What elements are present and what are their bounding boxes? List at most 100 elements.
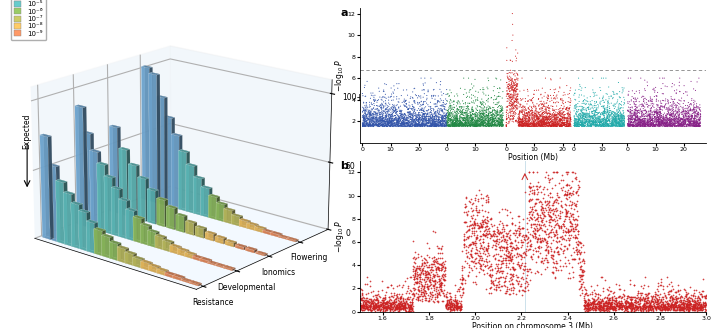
Point	[679, 111, 691, 116]
Point	[597, 121, 608, 126]
Point	[360, 119, 371, 124]
Point	[645, 110, 656, 115]
Point	[535, 92, 547, 97]
Point	[632, 113, 643, 119]
Point	[544, 120, 555, 125]
Point	[597, 124, 608, 129]
Point	[633, 119, 644, 124]
Point	[644, 121, 656, 127]
Point	[431, 122, 443, 127]
Point	[673, 304, 684, 309]
Point	[433, 111, 444, 116]
Point	[636, 112, 647, 117]
Point	[546, 119, 557, 125]
Point	[644, 123, 656, 129]
Point	[386, 122, 397, 127]
Point	[633, 120, 644, 125]
Point	[677, 124, 689, 129]
Point	[507, 291, 518, 296]
Point	[516, 97, 528, 102]
Point	[449, 93, 460, 99]
Point	[512, 72, 523, 77]
Point	[548, 123, 559, 128]
Point	[425, 292, 436, 297]
Point	[382, 305, 393, 310]
Point	[629, 117, 641, 122]
Point	[627, 113, 638, 118]
Point	[494, 123, 506, 128]
Point	[437, 121, 449, 126]
Point	[365, 91, 377, 96]
Point	[598, 100, 609, 105]
Point	[473, 119, 484, 124]
Point	[577, 122, 588, 127]
Point	[441, 303, 452, 308]
Point	[559, 121, 570, 127]
Point	[554, 234, 565, 239]
Point	[684, 120, 696, 126]
Point	[595, 293, 606, 298]
Point	[667, 306, 679, 312]
Point	[697, 306, 708, 312]
Point	[489, 108, 501, 113]
Point	[595, 304, 606, 309]
Point	[580, 308, 592, 313]
Point	[483, 231, 494, 236]
Point	[480, 226, 491, 231]
Point	[692, 121, 703, 126]
Point	[508, 79, 519, 85]
Point	[385, 107, 397, 113]
Point	[461, 115, 472, 121]
Point	[538, 185, 550, 190]
Point	[611, 300, 622, 305]
Point	[512, 81, 523, 87]
Point	[512, 280, 523, 285]
Point	[662, 107, 674, 112]
Point	[659, 117, 670, 123]
Point	[666, 304, 677, 309]
Point	[578, 302, 590, 308]
Point	[578, 110, 590, 115]
Point	[511, 87, 523, 92]
Point	[572, 208, 583, 213]
Point	[501, 123, 512, 128]
Point	[634, 122, 645, 127]
Point	[685, 118, 696, 123]
Point	[580, 118, 592, 123]
Point	[592, 295, 603, 300]
Point	[603, 123, 614, 128]
Point	[665, 294, 676, 299]
Point	[652, 297, 664, 302]
Point	[570, 189, 582, 195]
Point	[628, 306, 639, 311]
Point	[550, 268, 562, 273]
Point	[637, 122, 649, 128]
Point	[669, 303, 681, 309]
Point	[458, 101, 469, 106]
Point	[639, 100, 650, 106]
Point	[545, 77, 557, 82]
Point	[468, 233, 480, 238]
Point	[492, 261, 503, 266]
Point	[645, 121, 656, 126]
Point	[509, 83, 520, 88]
Point	[685, 119, 696, 124]
Point	[582, 111, 594, 116]
Point	[484, 116, 496, 121]
Point	[497, 104, 508, 110]
Point	[651, 301, 662, 307]
Point	[578, 105, 590, 111]
Point	[548, 206, 559, 211]
Point	[364, 117, 375, 122]
Point	[655, 98, 666, 104]
Point	[630, 124, 642, 129]
Point	[367, 114, 379, 119]
Point	[453, 119, 464, 124]
Point	[521, 124, 533, 129]
Point	[399, 120, 411, 125]
Point	[365, 112, 376, 117]
Point	[602, 124, 614, 129]
Point	[370, 305, 382, 310]
Point	[631, 307, 642, 312]
Point	[464, 121, 475, 126]
